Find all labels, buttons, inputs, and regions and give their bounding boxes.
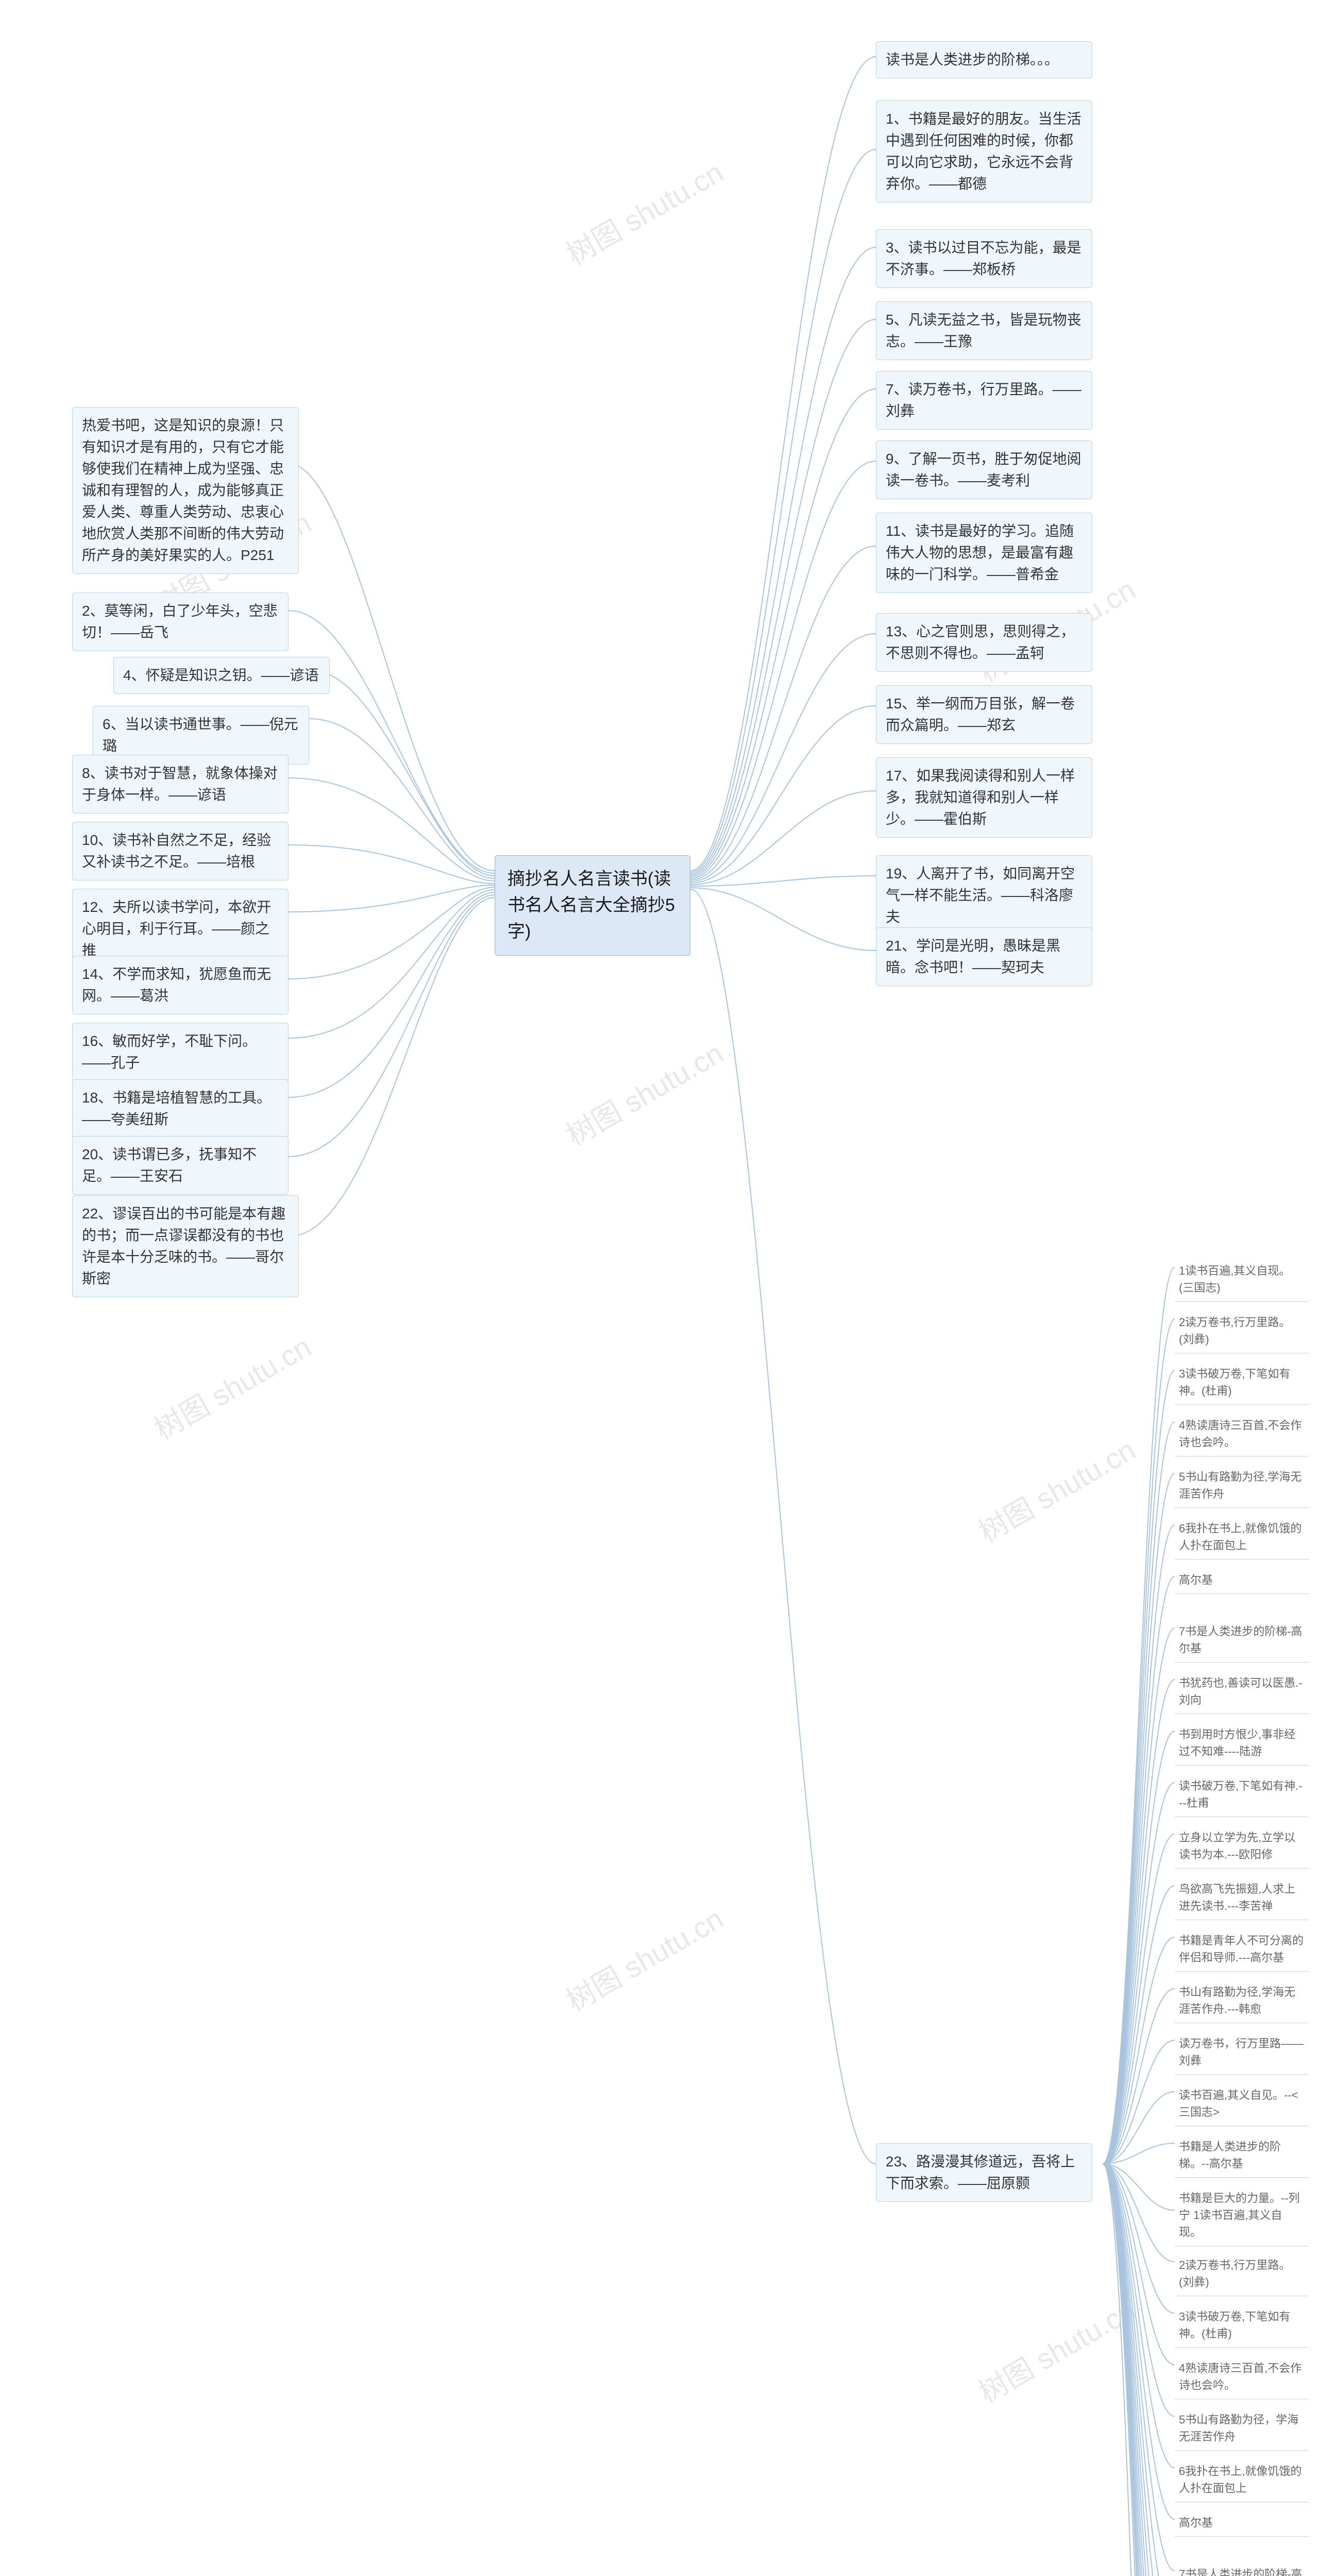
leaf-node[interactable]: 7书是人类进步的阶梯-高尔基 <box>1175 2561 1309 2576</box>
leaf-node[interactable]: 鸟欲高飞先振翅,人求上进先读书.---李苦禅 <box>1175 1875 1309 1920</box>
leaf-node[interactable]: 7书是人类进步的阶梯-高尔基 <box>1175 1618 1309 1663</box>
left-node[interactable]: 22、谬误百出的书可能是本有趣的书；而一点谬误都没有的书也许是本十分乏味的书。—… <box>72 1195 299 1297</box>
leaf-node[interactable]: 4熟读唐诗三百首,不会作诗也会吟。 <box>1175 2354 1309 2399</box>
watermark: 树图 shutu.cn <box>557 1031 730 1155</box>
leaf-node[interactable]: 5书山有路勤为径,学海无涯苦作舟 <box>1175 1463 1309 1508</box>
right-node-23[interactable]: 23、路漫漫其修道远，吾将上下而求索。——屈原颢 <box>876 2143 1092 2202</box>
leaf-node[interactable]: 书籍是巨大的力量。--列宁 1读书百遍,其义自现。 <box>1175 2184 1309 2246</box>
leaf-node[interactable]: 高尔基 <box>1175 2509 1309 2537</box>
leaf-node[interactable]: 2读万卷书,行万里路。(刘彝) <box>1175 1309 1309 1353</box>
right-node[interactable]: 15、举一纲而万目张，解一卷而众篇明。——郑玄 <box>876 685 1092 744</box>
leaf-node[interactable]: 读书百遍,其义自见。--<三国志> <box>1175 2081 1309 2126</box>
right-node[interactable]: 读书是人类进步的阶梯。。。 <box>876 41 1092 78</box>
left-node[interactable]: 热爱书吧，这是知识的泉源！只有知识才是有用的，只有它才能够使我们在精神上成为坚强… <box>72 407 299 574</box>
watermark: 树图 shutu.cn <box>557 150 730 274</box>
left-node[interactable]: 10、读书补自然之不足，经验又补读书之不足。——培根 <box>72 822 289 880</box>
leaf-node[interactable]: 书山有路勤为径,学海无涯苦作舟.---韩愈 <box>1175 1978 1309 2023</box>
watermark: 树图 shutu.cn <box>557 1896 730 2020</box>
leaf-node[interactable]: 书籍是人类进步的阶梯。--高尔基 <box>1175 2133 1309 2178</box>
leaf-node[interactable]: 6我扑在书上,就像饥饿的人扑在面包上 <box>1175 1515 1309 1560</box>
leaf-node[interactable]: 书到用时方恨少,事非经过不知难----陆游 <box>1175 1721 1309 1766</box>
right-node[interactable]: 1、书籍是最好的朋友。当生活中遇到任何困难的时候，你都可以向它求助，它永远不会背… <box>876 100 1092 202</box>
left-node[interactable]: 20、读书谓已多，抚事知不足。——王安石 <box>72 1136 289 1195</box>
right-node[interactable]: 7、读万卷书，行万里路。——刘彝 <box>876 371 1092 430</box>
leaf-node[interactable]: 3读书破万卷,下笔如有神。(杜甫) <box>1175 2303 1309 2348</box>
watermark: 树图 shutu.cn <box>145 1325 317 1448</box>
leaf-node[interactable]: 读书破万卷,下笔如有神.---杜甫 <box>1175 1772 1309 1817</box>
left-node[interactable]: 18、书籍是培植智慧的工具。——夸美纽斯 <box>72 1079 289 1138</box>
leaf-node[interactable]: 立身以立学为先,立学以读书为本.---欧阳修 <box>1175 1824 1309 1869</box>
right-node[interactable]: 21、学问是光明，愚昧是黑暗。念书吧！——契珂夫 <box>876 927 1092 986</box>
right-node[interactable]: 3、读书以过目不忘为能，最是不济事。——郑板桥 <box>876 229 1092 288</box>
leaf-node[interactable]: 1读书百遍,其义自现。(三国志) <box>1175 1257 1309 1302</box>
leaf-node[interactable]: 书犹药也,善读可以医愚.-刘向 <box>1175 1669 1309 1714</box>
right-node[interactable]: 5、凡读无益之书，皆是玩物丧志。——王豫 <box>876 301 1092 360</box>
left-node[interactable]: 14、不学而求知，犹愿鱼而无网。——葛洪 <box>72 956 289 1014</box>
left-node[interactable]: 4、怀疑是知识之钥。——谚语 <box>113 657 330 694</box>
leaf-node[interactable]: 6我扑在书上,就像饥饿的人扑在面包上 <box>1175 2458 1309 2502</box>
leaf-node[interactable]: 4熟读唐诗三百首,不会作诗也会吟。 <box>1175 1412 1309 1456</box>
leaf-node[interactable]: 2读万卷书,行万里路。(刘彝) <box>1175 2251 1309 2296</box>
watermark: 树图 shutu.cn <box>970 1428 1142 1551</box>
right-node[interactable]: 9、了解一页书，胜于匆促地阅读一卷书。——麦考利 <box>876 440 1092 499</box>
center-node[interactable]: 摘抄名人名言读书(读书名人名言大全摘抄5字) <box>495 855 690 956</box>
left-node[interactable]: 2、莫等闲，白了少年头，空悲切！——岳飞 <box>72 592 289 651</box>
right-node[interactable]: 13、心之官则思，思则得之，不思则不得也。——孟轲 <box>876 613 1092 672</box>
leaf-node[interactable]: 5书山有路勤为径，学海无涯苦作舟 <box>1175 2406 1309 2451</box>
right-node[interactable]: 17、如果我阅读得和别人一样多，我就知道得和别人一样少。——霍伯斯 <box>876 757 1092 838</box>
right-node[interactable]: 19、人离开了书，如同离开空气一样不能生活。——科洛廖夫 <box>876 855 1092 936</box>
watermark: 树图 shutu.cn <box>970 2288 1142 2412</box>
left-node[interactable]: 8、读书对于智慧，就象体操对于身体一样。——谚语 <box>72 755 289 814</box>
right-node[interactable]: 11、读书是最好的学习。追随伟大人物的思想，是最富有趣味的一门科学。——普希金 <box>876 513 1092 593</box>
leaf-node[interactable]: 高尔基 <box>1175 1566 1309 1594</box>
leaf-node[interactable]: 3读书破万卷,下笔如有神。(杜甫) <box>1175 1360 1309 1405</box>
left-node[interactable]: 16、敏而好学，不耻下问。——孔子 <box>72 1023 289 1081</box>
leaf-node[interactable]: 读万卷书，行万里路——刘彝 <box>1175 2030 1309 2075</box>
leaf-node[interactable]: 书籍是青年人不可分离的伴侣和导师.---高尔基 <box>1175 1927 1309 1972</box>
